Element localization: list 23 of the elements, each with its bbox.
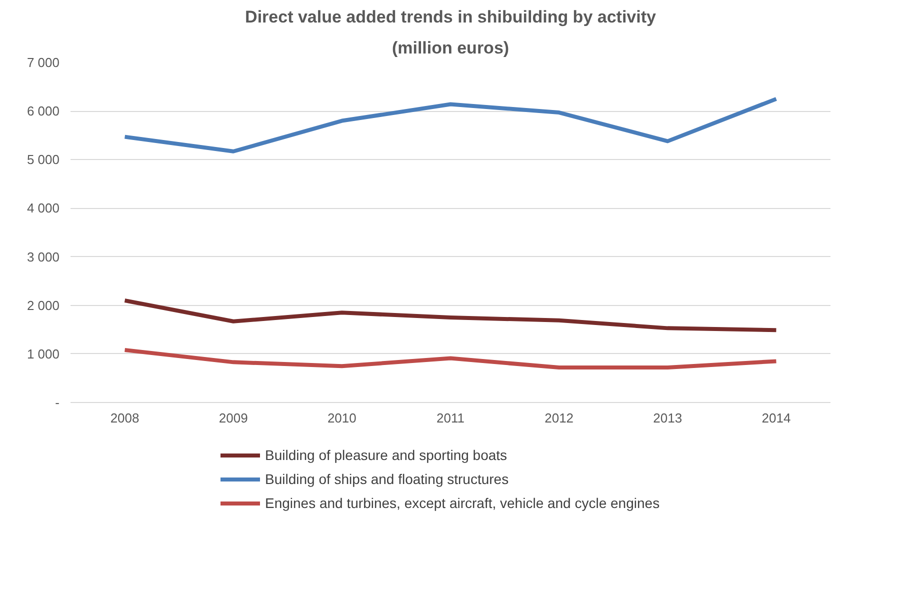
x-tick-label: 2008 <box>110 410 140 426</box>
line-series <box>122 298 778 332</box>
line-series <box>122 348 778 370</box>
x-tick-label: 2012 <box>544 410 574 426</box>
y-tick-label: 3 000 <box>26 249 60 264</box>
x-tick-label: 2014 <box>762 410 791 426</box>
line-series <box>122 96 778 154</box>
x-tick-label: 2010 <box>327 410 356 426</box>
legend-label: Building of ships and floating structures <box>265 471 509 487</box>
y-tick-label: 4 000 <box>26 200 60 216</box>
y-tick-label: - <box>55 395 60 410</box>
x-tick-label: 2011 <box>436 410 464 426</box>
x-tick-label: 2009 <box>218 410 248 426</box>
y-tick-label: 5 000 <box>26 152 60 168</box>
legend-label: Engines and turbines, except aircraft, vehicle and cycle engines <box>265 495 660 511</box>
legend-label: Building of pleasure and sporting boats <box>265 447 508 463</box>
y-tick-label: 6 000 <box>26 104 60 119</box>
chart-subtitle: (million euros) <box>392 38 510 58</box>
x-tick-label: 2013 <box>653 410 682 426</box>
y-tick-label: 1 000 <box>26 346 60 362</box>
y-tick-label: 2 000 <box>26 298 60 313</box>
chart-title: Direct value added trends in shibuilding by activity <box>245 8 657 26</box>
y-tick-label: 7 000 <box>26 55 60 70</box>
